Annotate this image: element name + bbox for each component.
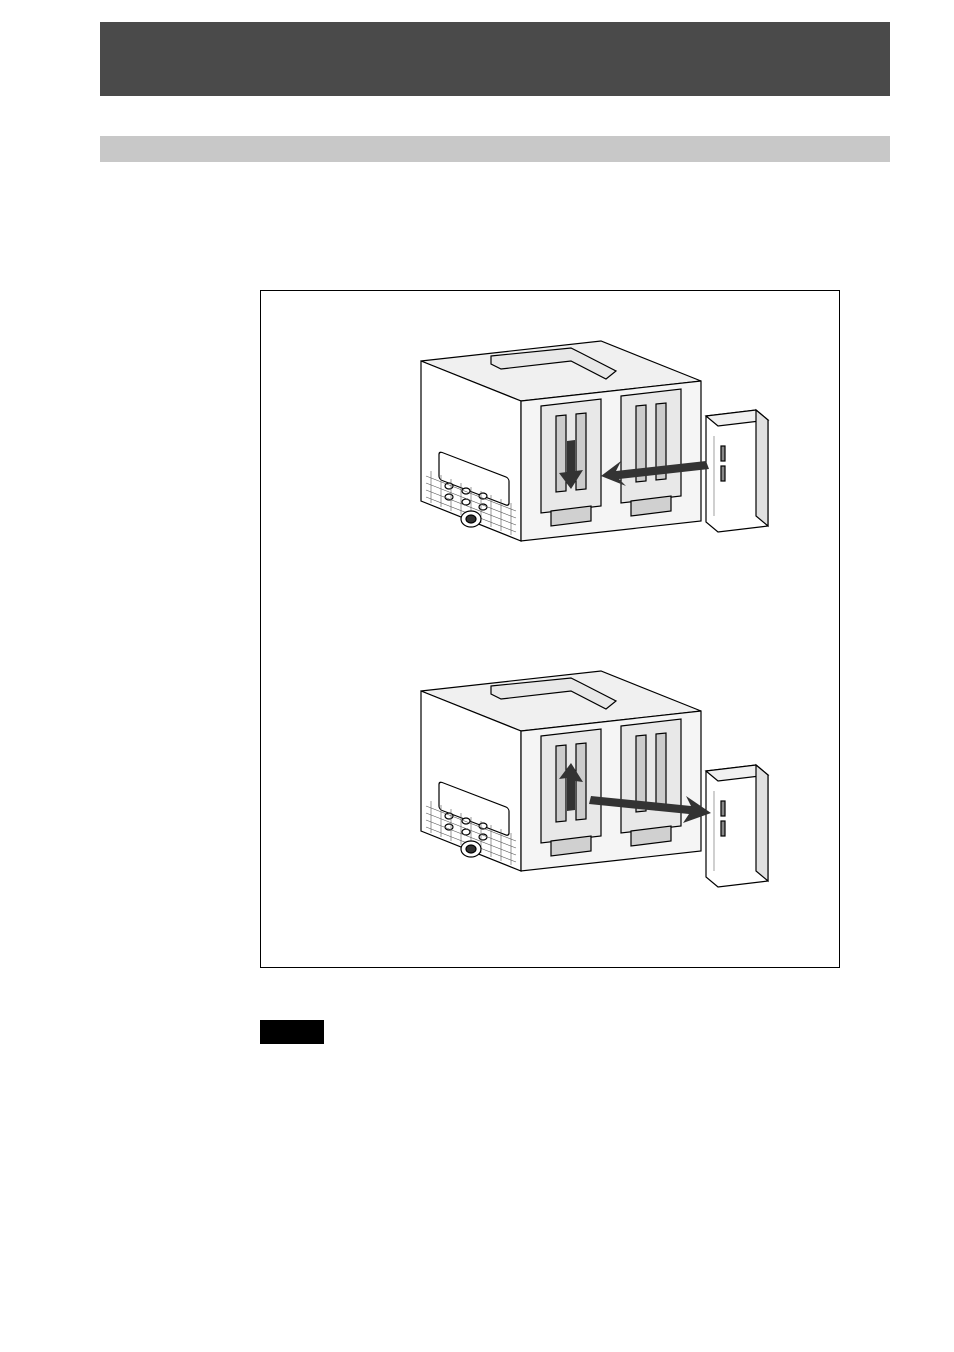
header-gray-bar [100,136,890,162]
diagram-container [260,290,840,968]
illustration-insert-battery [321,311,781,591]
header-black-bar [100,22,890,96]
illustration-remove-battery [321,641,781,921]
black-label-box [260,1020,324,1044]
